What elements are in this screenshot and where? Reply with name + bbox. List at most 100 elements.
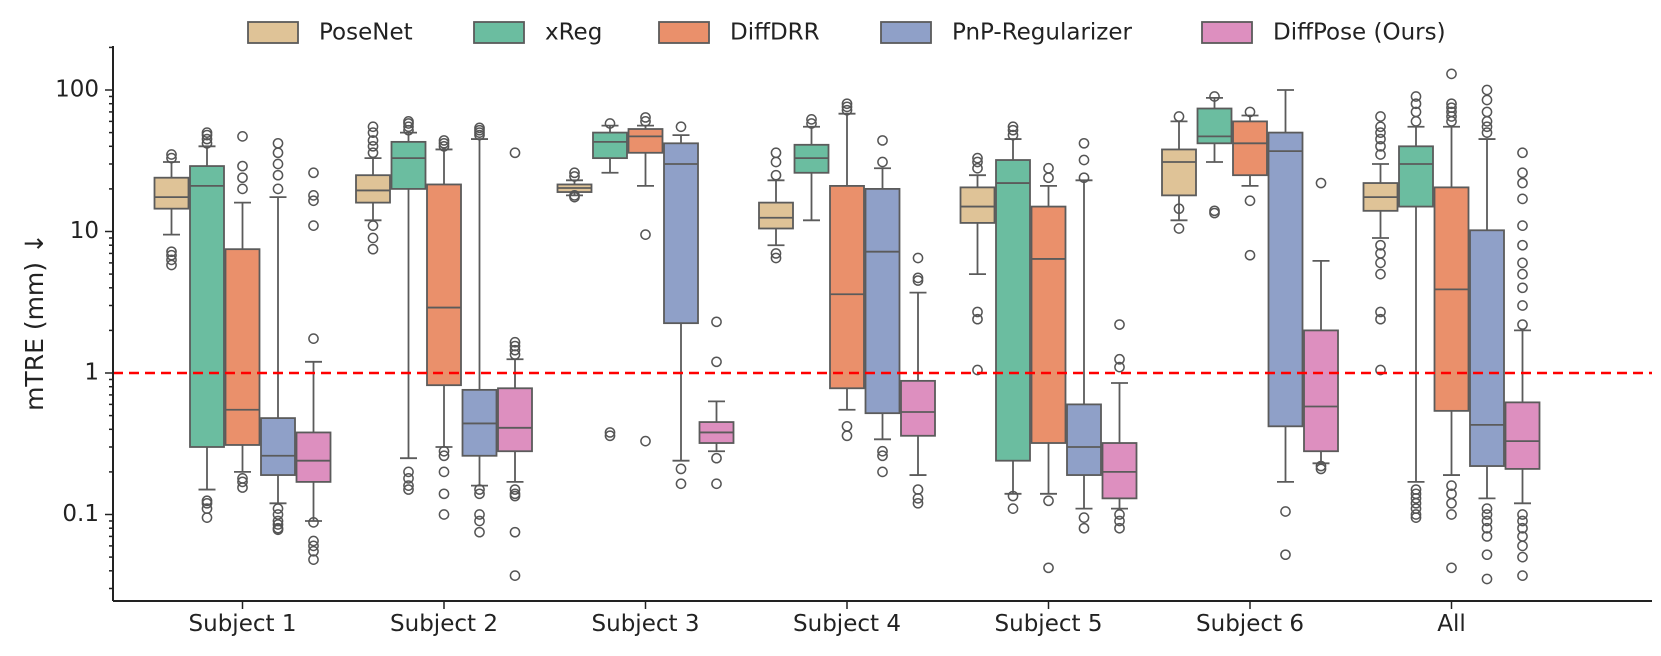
outlier-point <box>1280 506 1291 517</box>
outlier-point <box>711 478 722 490</box>
outlier-point <box>1517 239 1528 251</box>
iqr-box <box>663 142 699 325</box>
outlier-point <box>1517 551 1528 563</box>
iqr-box <box>1232 120 1268 177</box>
outlier-point <box>1315 463 1327 475</box>
outlier-point <box>1446 98 1457 110</box>
legend-swatch <box>880 21 932 44</box>
outlier-point <box>308 220 319 231</box>
outlier-point <box>509 147 521 159</box>
outlier-point <box>770 147 782 159</box>
plot-area <box>113 68 1652 585</box>
iqr-box <box>1398 145 1434 208</box>
outlier-point <box>877 466 888 478</box>
outlier-point <box>877 445 888 457</box>
outlier-point <box>1375 268 1386 280</box>
outlier-point <box>201 127 213 138</box>
outlier-point <box>604 430 616 442</box>
outlier-point <box>1517 220 1528 231</box>
outlier-point <box>675 478 687 490</box>
outlier-point <box>166 249 177 261</box>
outlier-point <box>972 364 983 376</box>
outlier-point <box>877 450 888 462</box>
outlier-point <box>201 495 213 507</box>
outlier-point <box>438 445 450 457</box>
outlier-point <box>403 473 414 484</box>
outlier-point <box>1007 503 1019 514</box>
outlier-point <box>1481 522 1493 534</box>
outlier-point <box>1410 484 1422 495</box>
outlier-point <box>272 509 284 520</box>
iqr-box <box>497 387 533 453</box>
iqr-box <box>627 128 664 154</box>
outlier-point <box>569 167 580 179</box>
box-posenet-7 <box>1362 111 1399 376</box>
iqr-box <box>1267 131 1304 428</box>
outlier-point <box>569 171 580 182</box>
outlier-point <box>1517 167 1528 179</box>
outlier-point <box>308 554 319 565</box>
outlier-point <box>1481 106 1493 118</box>
outlier-point <box>1517 522 1528 534</box>
y-tick-label: 0.1 <box>62 501 99 527</box>
outlier-point <box>403 116 414 127</box>
outlier-point <box>367 140 379 152</box>
x-tick-label: Subject 3 <box>592 611 700 637</box>
outlier-point <box>201 137 213 149</box>
legend-swatch <box>658 21 710 44</box>
outlier-point <box>841 420 853 432</box>
outlier-point <box>367 121 379 133</box>
outlier-point <box>1410 106 1422 118</box>
outlier-point <box>438 137 450 149</box>
outlier-point <box>972 152 983 164</box>
outlier-point <box>770 169 782 181</box>
iqr-box <box>864 188 901 415</box>
outlier-point <box>1410 116 1422 127</box>
outlier-point <box>166 149 177 160</box>
outlier-point <box>1315 177 1327 189</box>
outlier-point <box>308 167 319 179</box>
outlier-point <box>1043 162 1054 174</box>
box-xreg-4 <box>793 114 830 222</box>
iqr-box <box>995 159 1031 462</box>
outlier-point <box>1517 540 1528 552</box>
box-diffdrr-2 <box>426 135 462 520</box>
outlier-point <box>675 121 687 133</box>
outlier-point <box>1446 102 1457 114</box>
outlier-point <box>474 526 485 538</box>
outlier-point <box>509 484 521 495</box>
box-posenet-4 <box>758 147 794 264</box>
outlier-point <box>841 98 853 110</box>
iqr-box <box>260 417 296 476</box>
outlier-point <box>308 333 319 344</box>
iqr-box <box>1196 107 1233 145</box>
outlier-point <box>367 220 379 231</box>
legend-swatch <box>1201 21 1253 44</box>
outlier-point <box>1481 549 1493 561</box>
outlier-point <box>272 158 284 170</box>
outlier-point <box>1517 177 1528 189</box>
box-xreg-1 <box>189 127 225 524</box>
outlier-point <box>1481 94 1493 106</box>
box-diffpose-ours--3 <box>698 316 735 490</box>
iqr-box <box>758 201 794 230</box>
box-diffpose-ours--1 <box>295 167 332 565</box>
iqr-box <box>295 431 332 483</box>
outlier-point <box>1244 195 1256 207</box>
outlier-point <box>1517 509 1528 520</box>
outlier-point <box>1481 503 1493 514</box>
outlier-point <box>1517 282 1528 294</box>
outlier-point <box>237 476 248 488</box>
outlier-point <box>1375 248 1386 259</box>
box-pnp-regularizer-6 <box>1267 89 1304 561</box>
outlier-point <box>841 101 853 113</box>
outlier-point <box>972 306 983 318</box>
outlier-point <box>1244 106 1256 118</box>
outlier-point <box>201 133 213 145</box>
outlier-point <box>403 480 414 491</box>
outlier-point <box>1517 570 1528 581</box>
y-axis-label: mTRE (mm) ↓ <box>20 233 49 411</box>
outlier-point <box>367 127 379 138</box>
outlier-point <box>711 316 722 328</box>
outlier-point <box>912 484 924 495</box>
